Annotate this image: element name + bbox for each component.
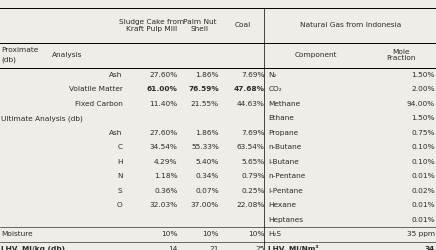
Text: 10%: 10%	[202, 231, 219, 237]
Text: 34: 34	[424, 246, 435, 250]
Text: 1.50%: 1.50%	[411, 115, 435, 121]
Text: 55.33%: 55.33%	[191, 144, 219, 150]
Text: 37.00%: 37.00%	[191, 202, 219, 208]
Text: H: H	[117, 159, 123, 165]
Text: Ash: Ash	[109, 130, 123, 136]
Text: CO₂: CO₂	[268, 86, 282, 92]
Text: 0.36%: 0.36%	[154, 188, 177, 194]
Text: 94.00%: 94.00%	[406, 101, 435, 107]
Text: i-Pentane: i-Pentane	[268, 188, 303, 194]
Text: Palm Nut
Shell: Palm Nut Shell	[183, 18, 216, 32]
Text: H₂S: H₂S	[268, 231, 281, 237]
Text: n-Pentane: n-Pentane	[268, 173, 305, 179]
Text: n-Butane: n-Butane	[268, 144, 301, 150]
Text: Propane: Propane	[268, 130, 298, 136]
Text: i-Butane: i-Butane	[268, 159, 299, 165]
Text: Natural Gas from Indonesia: Natural Gas from Indonesia	[300, 22, 402, 28]
Text: 0.79%: 0.79%	[241, 173, 265, 179]
Text: Ethane: Ethane	[268, 115, 294, 121]
Text: 35 ppm: 35 ppm	[406, 231, 435, 237]
Text: 27.60%: 27.60%	[149, 72, 177, 78]
Text: 21: 21	[209, 246, 219, 250]
Text: 0.25%: 0.25%	[241, 188, 265, 194]
Text: Mole
Fraction: Mole Fraction	[386, 48, 416, 62]
Text: 1.50%: 1.50%	[411, 72, 435, 78]
Text: 61.00%: 61.00%	[146, 86, 177, 92]
Text: 5.40%: 5.40%	[195, 159, 219, 165]
Text: 7.69%: 7.69%	[241, 130, 265, 136]
Text: 0.07%: 0.07%	[195, 188, 219, 194]
Text: 25: 25	[255, 246, 265, 250]
Text: 0.02%: 0.02%	[411, 188, 435, 194]
Text: 10%: 10%	[161, 231, 177, 237]
Text: 0.34%: 0.34%	[195, 173, 219, 179]
Text: 0.75%: 0.75%	[411, 130, 435, 136]
Text: 44.63%: 44.63%	[237, 101, 265, 107]
Text: 1.86%: 1.86%	[195, 72, 219, 78]
Text: Methane: Methane	[268, 101, 300, 107]
Text: 5.65%: 5.65%	[242, 159, 265, 165]
Text: Fixed Carbon: Fixed Carbon	[75, 101, 123, 107]
Text: Heptanes: Heptanes	[268, 217, 303, 223]
Text: 0.01%: 0.01%	[411, 173, 435, 179]
Text: N: N	[117, 173, 123, 179]
Text: 27.60%: 27.60%	[149, 130, 177, 136]
Text: 1.18%: 1.18%	[154, 173, 177, 179]
Text: 32.03%: 32.03%	[149, 202, 177, 208]
Text: 34.54%: 34.54%	[150, 144, 177, 150]
Text: Component: Component	[295, 52, 337, 58]
Text: 0.10%: 0.10%	[411, 159, 435, 165]
Text: 0.10%: 0.10%	[411, 144, 435, 150]
Text: 21.55%: 21.55%	[191, 101, 219, 107]
Text: LHV, MJ/Nm³: LHV, MJ/Nm³	[268, 245, 319, 250]
Text: 7.69%: 7.69%	[241, 72, 265, 78]
Text: Ash: Ash	[109, 72, 123, 78]
Text: Hexane: Hexane	[268, 202, 296, 208]
Text: 47.68%: 47.68%	[234, 86, 265, 92]
Text: Coal: Coal	[235, 22, 251, 28]
Text: LHV, MJ/kg (db): LHV, MJ/kg (db)	[1, 246, 65, 250]
Text: Analysis: Analysis	[52, 52, 83, 58]
Text: Proximate: Proximate	[1, 48, 38, 54]
Text: (db): (db)	[1, 56, 16, 63]
Text: 11.40%: 11.40%	[149, 101, 177, 107]
Text: 14: 14	[168, 246, 177, 250]
Text: 22.08%: 22.08%	[236, 202, 265, 208]
Text: N₂: N₂	[268, 72, 276, 78]
Text: 76.59%: 76.59%	[188, 86, 219, 92]
Text: 0.01%: 0.01%	[411, 217, 435, 223]
Text: O: O	[117, 202, 123, 208]
Text: 63.54%: 63.54%	[237, 144, 265, 150]
Text: Sludge Cake from
Kraft Pulp Mill: Sludge Cake from Kraft Pulp Mill	[119, 18, 184, 32]
Text: 2.00%: 2.00%	[411, 86, 435, 92]
Text: Ultimate Analysis (db): Ultimate Analysis (db)	[1, 115, 83, 121]
Text: 0.01%: 0.01%	[411, 202, 435, 208]
Text: 10%: 10%	[248, 231, 265, 237]
Text: Moisture: Moisture	[1, 231, 33, 237]
Text: Volatile Matter: Volatile Matter	[68, 86, 123, 92]
Text: 1.86%: 1.86%	[195, 130, 219, 136]
Text: S: S	[118, 188, 123, 194]
Text: 4.29%: 4.29%	[154, 159, 177, 165]
Text: C: C	[118, 144, 123, 150]
